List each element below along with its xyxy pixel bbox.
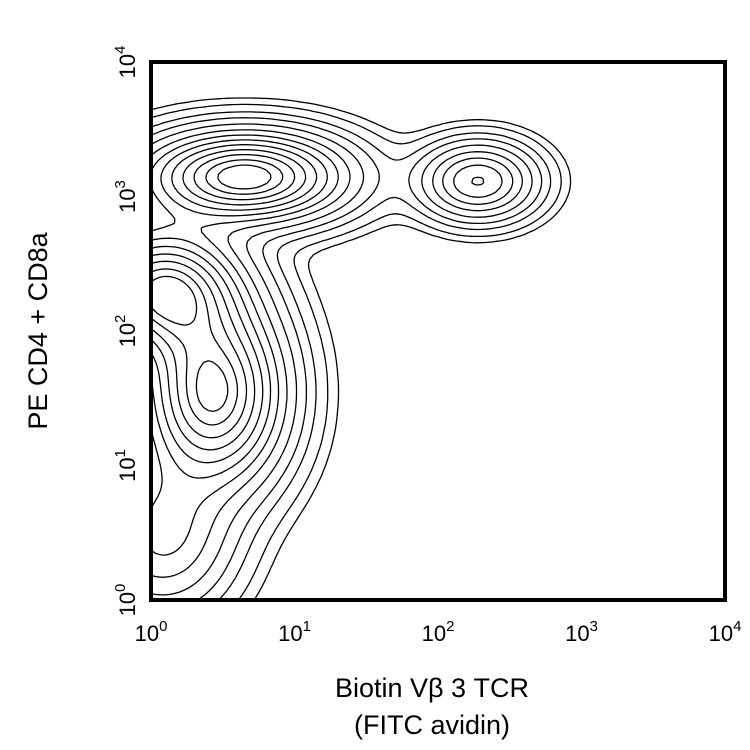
y-tick-label-3: 103 xyxy=(112,180,140,213)
contour-level-5 xyxy=(150,129,523,578)
contour-level-4 xyxy=(150,123,533,596)
contour-level-9 xyxy=(150,149,307,451)
contour-level-12 xyxy=(150,164,272,413)
contour-level-1 xyxy=(150,103,562,601)
contour-level-3 xyxy=(150,117,543,601)
x-tick-label-1: 101 xyxy=(278,618,311,646)
contour-level-10 xyxy=(150,153,296,439)
contour-level-8 xyxy=(150,144,485,464)
x-tick-labels: 100 101 102 103 104 xyxy=(135,618,742,646)
x-tick-label-0: 100 xyxy=(135,618,168,646)
x-tick-label-2: 102 xyxy=(422,618,455,646)
y-tick-label-1: 101 xyxy=(112,449,140,482)
x-axis-title-line2: (FITC avidin) xyxy=(354,710,510,740)
contour-level-6 xyxy=(150,134,514,556)
y-tick-labels: 100 101 102 103 104 xyxy=(112,46,140,617)
y-tick-label-0: 100 xyxy=(112,584,140,617)
contour-level-11 xyxy=(150,159,284,426)
plot-frame xyxy=(149,60,727,602)
y-axis-title: PE CD4 + CD8a xyxy=(23,231,53,429)
contour-level-0 xyxy=(150,97,572,601)
y-tick-label-2: 102 xyxy=(112,315,140,348)
contour-level-2 xyxy=(150,111,552,601)
x-axis-title-line1: Biotin Vβ 3 TCR xyxy=(335,673,529,703)
x-tick-label-4: 104 xyxy=(709,618,742,646)
contour-level-7 xyxy=(150,139,503,479)
x-tick-label-3: 103 xyxy=(565,618,598,646)
y-tick-label-4: 104 xyxy=(112,46,140,79)
contour-lines xyxy=(150,97,572,601)
